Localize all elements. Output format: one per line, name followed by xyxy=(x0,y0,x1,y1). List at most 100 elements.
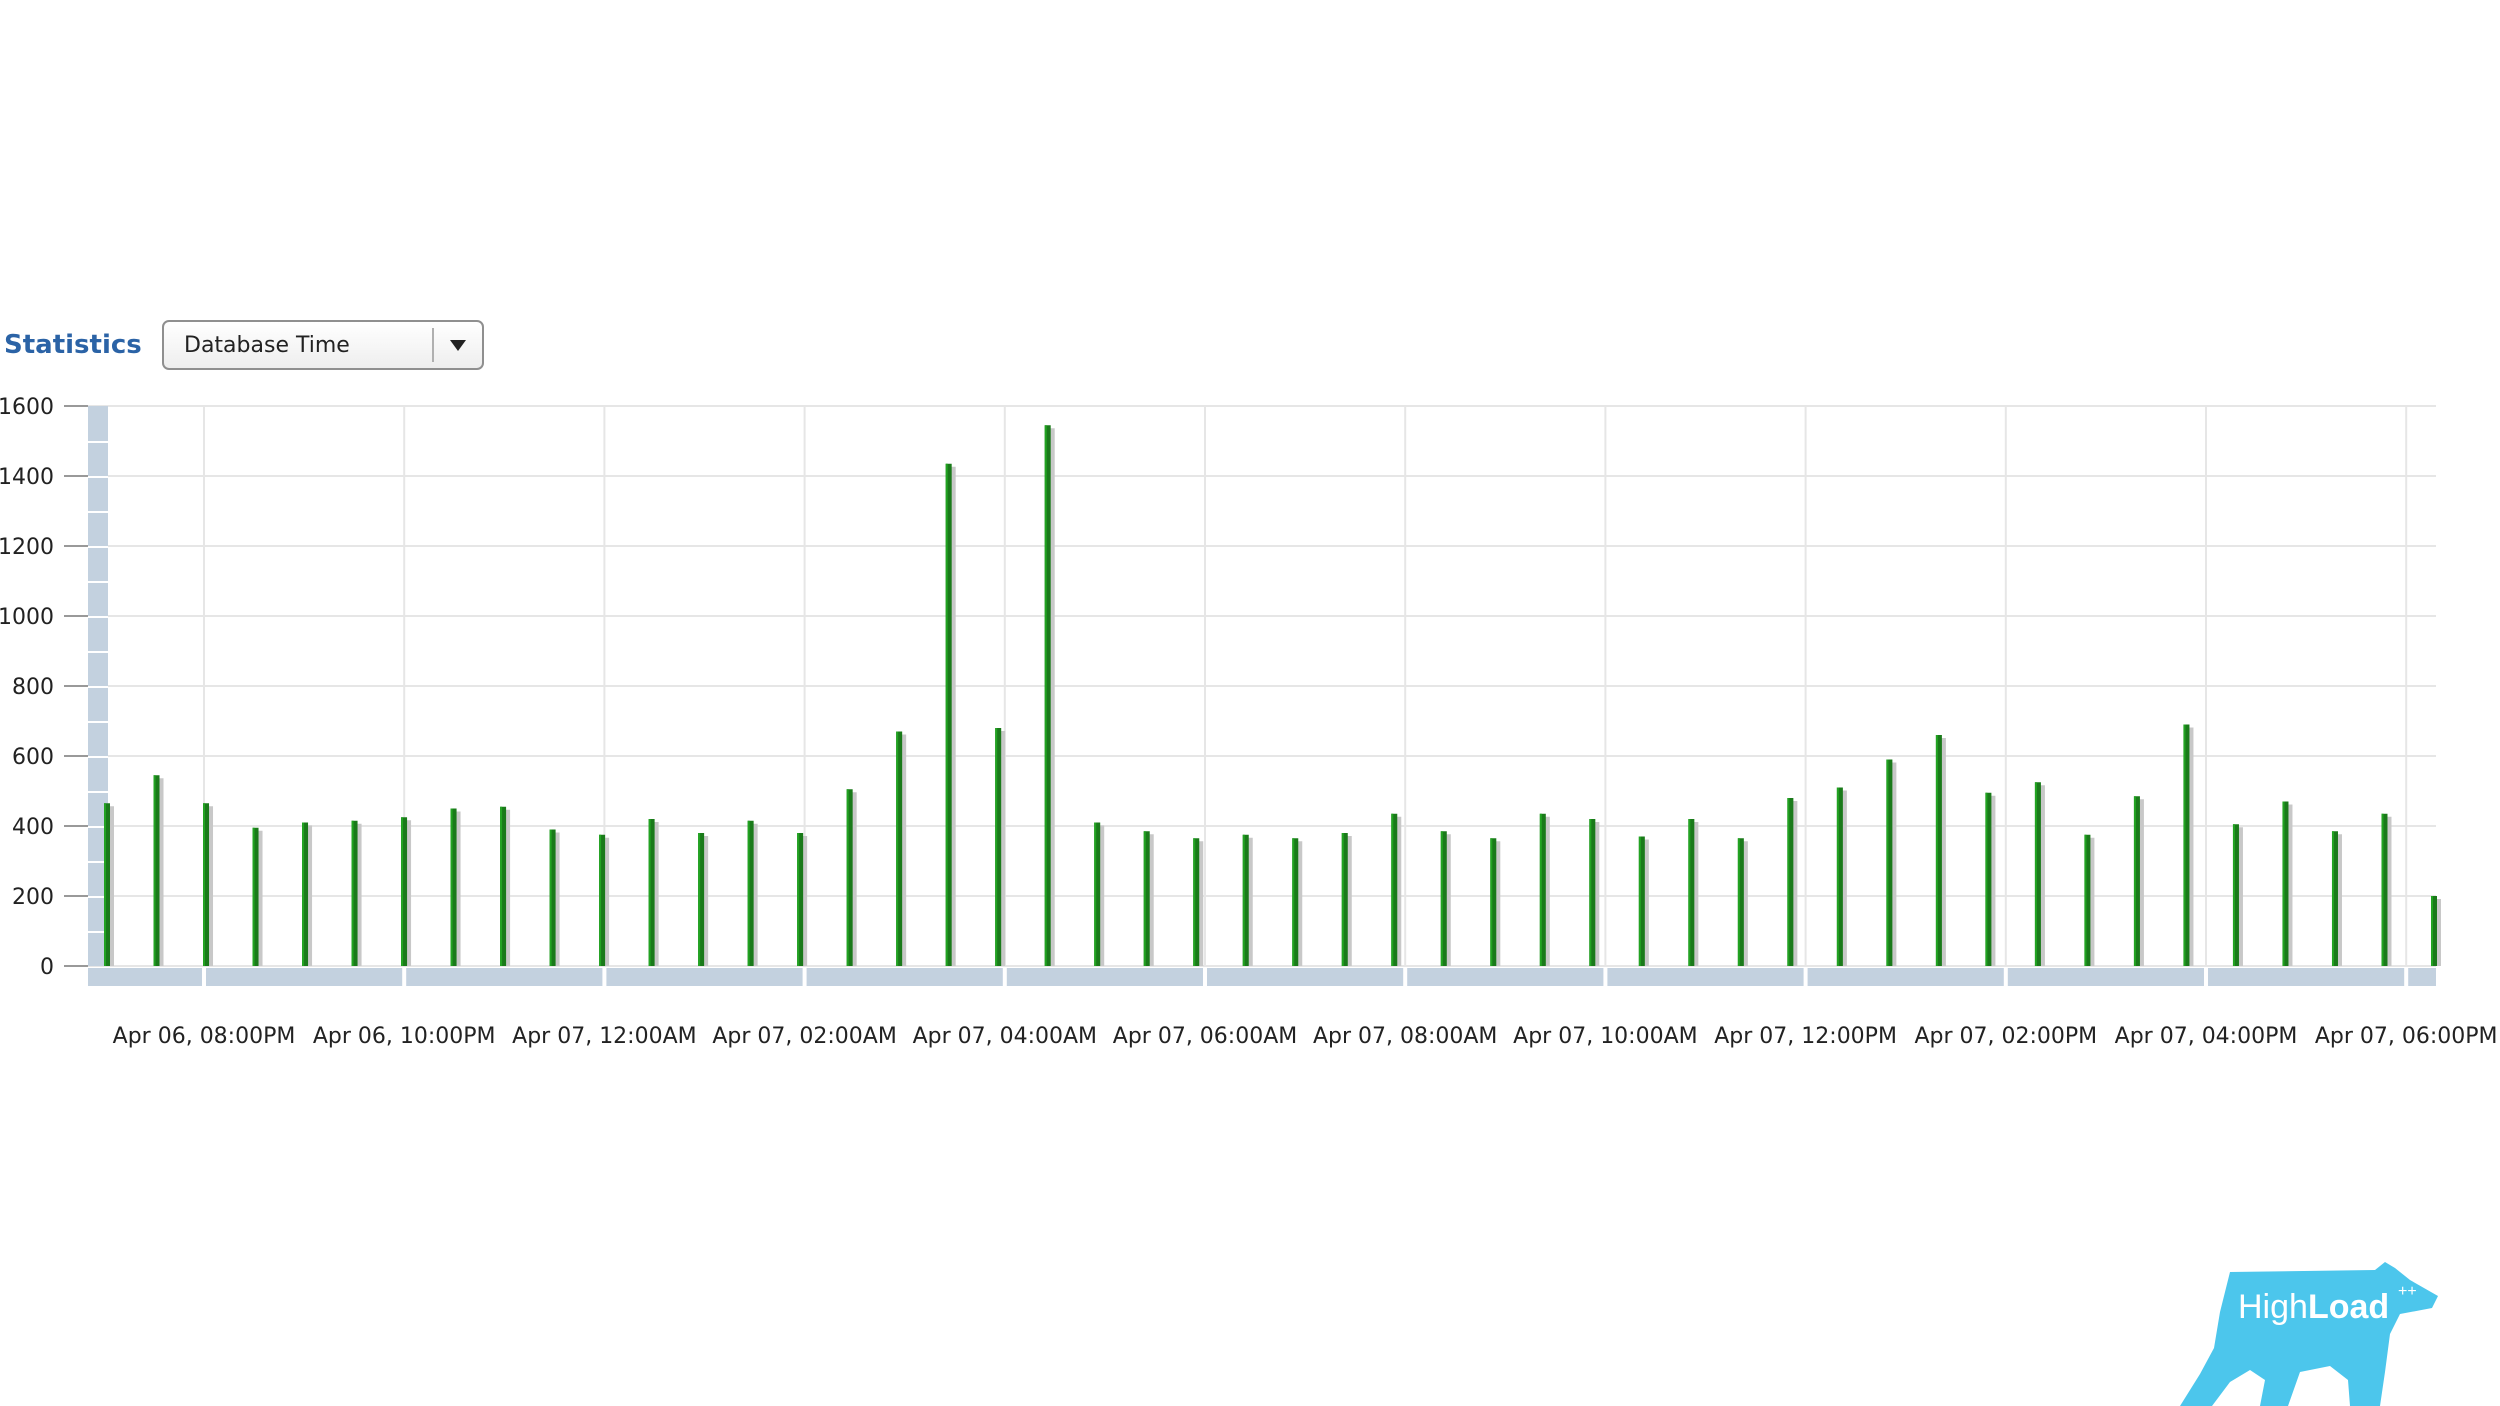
bar-highlight xyxy=(846,789,849,966)
bar xyxy=(1539,813,1546,966)
bar xyxy=(1143,831,1150,966)
metric-select-value: Database Time xyxy=(184,332,350,358)
x-tick-label: Apr 07, 04:00AM xyxy=(913,1024,1097,1049)
x-tick-label: Apr 07, 02:00AM xyxy=(712,1024,896,1049)
bar-shadow xyxy=(406,820,412,966)
bar-shadow xyxy=(2386,816,2392,966)
bar xyxy=(846,789,853,966)
bar-highlight xyxy=(351,820,354,966)
bar xyxy=(2084,834,2091,966)
bar-shadow xyxy=(1792,801,1798,966)
bar-highlight xyxy=(1737,838,1740,966)
bar-highlight xyxy=(945,463,948,966)
x-tick-label: Apr 07, 06:00PM xyxy=(2315,1024,2498,1049)
bar xyxy=(1737,838,1744,966)
bar xyxy=(2034,782,2041,966)
bar-shadow xyxy=(1148,834,1154,966)
bar xyxy=(1985,792,1992,966)
bar-shadow xyxy=(158,778,164,966)
statistics-toolbar: Statistics xyxy=(0,318,142,372)
x-tick-label: Apr 06, 08:00PM xyxy=(113,1024,296,1049)
bar-highlight xyxy=(549,829,552,966)
logo-superscript: ++ xyxy=(2398,1283,2417,1300)
bar-highlight xyxy=(797,833,800,966)
bar-highlight xyxy=(1242,834,1245,966)
bar-highlight xyxy=(2282,801,2285,966)
bar-shadow xyxy=(1297,841,1303,966)
database-time-chart: 0 200 400 600 800 1000 1200 1400 1600 Apr 06, 08:… xyxy=(0,395,2498,1049)
bar-highlight xyxy=(1044,425,1047,966)
bar xyxy=(1490,838,1497,966)
bar xyxy=(2381,813,2388,966)
bar xyxy=(351,820,358,966)
bar xyxy=(2331,831,2338,966)
svg-text:HighLoad: HighLoad xyxy=(2238,1288,2389,1326)
bar-highlight xyxy=(1440,831,1443,966)
bar-highlight xyxy=(302,822,305,966)
bar-highlight xyxy=(1292,838,1295,966)
y-tick-label: 1600 xyxy=(0,395,54,420)
bar-shadow xyxy=(1198,841,1204,966)
bar-shadow xyxy=(1742,841,1748,966)
x-tick-label: Apr 06, 10:00PM xyxy=(313,1024,496,1049)
bar-highlight xyxy=(995,728,998,966)
bar-shadow xyxy=(1346,836,1352,966)
bar xyxy=(1193,838,1200,966)
x-tick-label: Apr 07, 12:00PM xyxy=(1714,1024,1897,1049)
bar-shadow xyxy=(356,823,362,966)
y-tick-label: 1400 xyxy=(0,465,54,490)
bar xyxy=(797,833,804,966)
bar-shadow xyxy=(554,832,560,966)
bar-highlight xyxy=(2331,831,2334,966)
bar xyxy=(450,808,457,966)
bar-highlight xyxy=(1836,787,1839,966)
bar-shadow xyxy=(2138,799,2144,966)
logo-text-high: High xyxy=(2238,1288,2308,1326)
bar-highlight xyxy=(450,808,453,966)
bar-shadow xyxy=(2287,804,2293,966)
bar-highlight xyxy=(2034,782,2037,966)
bar-highlight xyxy=(1539,813,1542,966)
bar-highlight xyxy=(2183,724,2186,966)
bar-shadow xyxy=(752,823,758,966)
bar xyxy=(203,803,210,966)
bar xyxy=(401,817,408,966)
bar-shadow xyxy=(950,466,956,966)
bar xyxy=(302,822,309,966)
bar-shadow xyxy=(2436,899,2441,966)
bar-highlight xyxy=(2381,813,2384,966)
x-tick-label: Apr 07, 12:00AM xyxy=(512,1024,696,1049)
chevron-down-icon[interactable] xyxy=(434,338,482,352)
bar xyxy=(648,819,655,966)
bar xyxy=(1094,822,1101,966)
bar xyxy=(945,463,952,966)
bar xyxy=(1787,798,1794,966)
bar xyxy=(599,834,606,966)
y-tick-label: 0 xyxy=(40,955,54,980)
bar xyxy=(1836,787,1843,966)
bar xyxy=(153,775,160,966)
statistics-label: Statistics xyxy=(4,330,142,360)
bar-highlight xyxy=(747,820,750,966)
bar-shadow xyxy=(1247,837,1253,966)
highload-logo: HighLoad ++ xyxy=(2180,1262,2438,1406)
bar-highlight xyxy=(896,731,899,966)
bar xyxy=(1935,735,1942,966)
bar-highlight xyxy=(698,833,701,966)
bar xyxy=(104,803,110,966)
bar-highlight xyxy=(1490,838,1493,966)
x-tick-label: Apr 07, 08:00AM xyxy=(1313,1024,1497,1049)
bar xyxy=(2431,896,2437,966)
metric-select[interactable]: Database Time xyxy=(162,320,484,370)
bar-shadow xyxy=(703,836,709,966)
bar-highlight xyxy=(648,819,651,966)
bar-shadow xyxy=(2336,834,2342,966)
bar-shadow xyxy=(1099,825,1105,966)
y-tick-label: 600 xyxy=(12,745,54,770)
bar-highlight xyxy=(252,827,255,966)
bar-shadow xyxy=(257,830,263,966)
x-tick-label: Apr 07, 02:00PM xyxy=(1914,1024,2097,1049)
bar-shadow xyxy=(208,806,214,966)
bar-shadow xyxy=(1841,790,1847,966)
bar xyxy=(2133,796,2140,966)
